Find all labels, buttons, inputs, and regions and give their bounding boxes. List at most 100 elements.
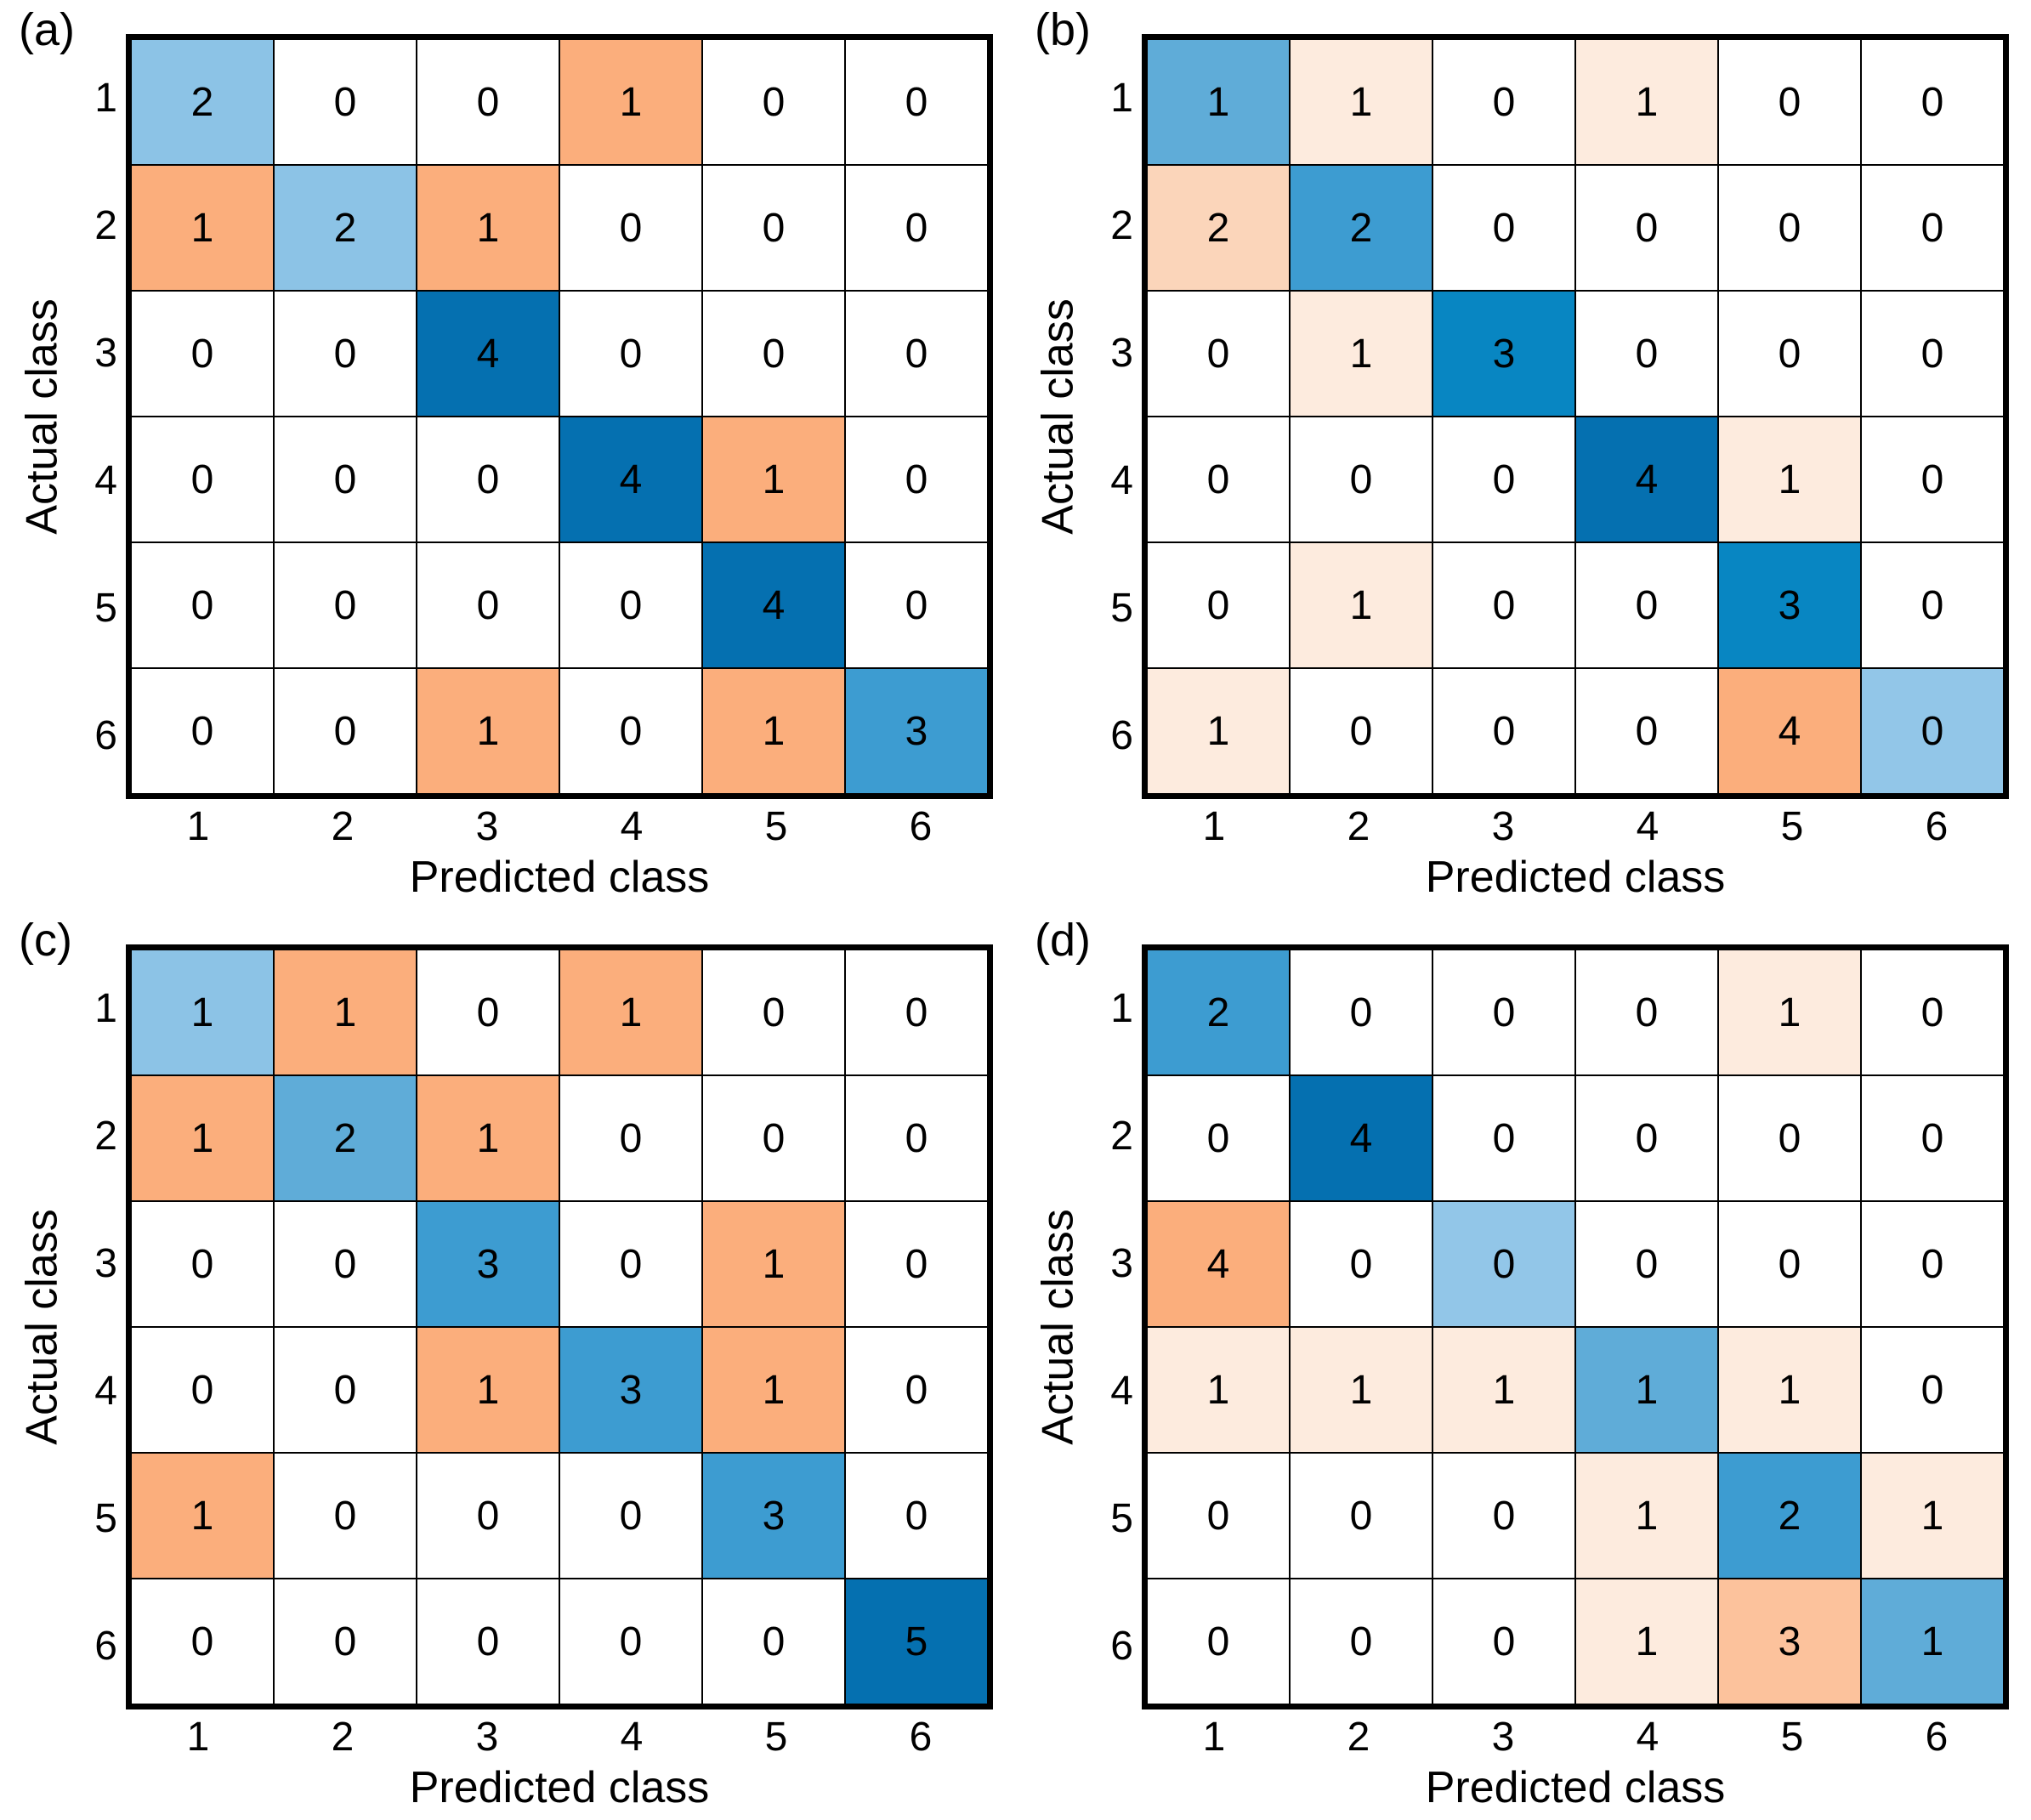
matrix-cell-r2c1: 1 (131, 1075, 274, 1201)
matrix-cell-r5c6: 0 (1861, 542, 2004, 668)
y-tick-label: 6 (1110, 712, 1133, 758)
matrix-cell-r5c6: 0 (845, 1453, 988, 1579)
matrix-cell-r3c4: 0 (559, 291, 702, 417)
panel-b-label: (b) (1035, 4, 1091, 55)
matrix-cell-r1c4: 1 (559, 950, 702, 1075)
panel-d-label: (d) (1035, 915, 1091, 966)
matrix-cell-r1c1: 2 (131, 39, 274, 165)
matrix-cell-r1c4: 0 (1575, 950, 1718, 1075)
matrix-cell-r5c1: 0 (1147, 1453, 1290, 1579)
matrix-cell-r5c1: 0 (1147, 542, 1290, 668)
matrix-cell-r4c6: 0 (845, 1327, 988, 1453)
matrix-cell-r6c1: 0 (131, 1579, 274, 1704)
matrix-cell-r2c3: 1 (417, 1075, 559, 1201)
x-tick-label: 4 (620, 1714, 644, 1760)
matrix-cell-r2c5: 0 (702, 1075, 845, 1201)
matrix-cell-r3c5: 0 (1718, 291, 1861, 417)
matrix-cell-r2c6: 0 (1861, 1075, 2004, 1201)
matrix-cell-r1c5: 1 (1718, 950, 1861, 1075)
matrix-cell-r1c3: 0 (1432, 950, 1575, 1075)
matrix-cell-r1c5: 0 (1718, 39, 1861, 165)
matrix-cell-r6c1: 0 (131, 668, 274, 794)
matrix-cell-r4c5: 1 (1718, 1327, 1861, 1453)
y-tick-label: 1 (1110, 75, 1133, 121)
matrix-cell-r1c6: 0 (845, 950, 988, 1075)
x-tick-label: 2 (1347, 803, 1370, 849)
matrix-cell-r4c1: 1 (1147, 1327, 1290, 1453)
matrix-cell-r5c3: 0 (417, 1453, 559, 1579)
x-tick-label: 4 (620, 803, 644, 849)
matrix-cell-r6c3: 0 (417, 1579, 559, 1704)
matrix-cell-r1c4: 1 (1575, 39, 1718, 165)
matrix-cell-r6c2: 0 (274, 1579, 417, 1704)
matrix-cell-r4c6: 0 (1861, 417, 2004, 542)
y-axis-title-text: Actual class (1034, 298, 1084, 535)
matrix-cell-r3c6: 0 (845, 1201, 988, 1327)
panel-d-x-tick-labels: 1 2 3 4 5 6 (1142, 1713, 2009, 1760)
matrix-cell-r5c4: 0 (559, 542, 702, 668)
matrix-cell-r4c2: 0 (274, 417, 417, 542)
matrix-cell-r3c4: 0 (559, 1201, 702, 1327)
panel-b-x-axis-title: Predicted class (1425, 853, 1726, 902)
matrix-cell-r2c4: 0 (559, 1075, 702, 1201)
matrix-cell-r6c6: 3 (845, 668, 988, 794)
matrix-cell-r1c6: 0 (1861, 950, 2004, 1075)
matrix-cell-r6c6: 5 (845, 1579, 988, 1704)
matrix-cell-r6c5: 4 (1718, 668, 1861, 794)
y-tick-label: 1 (94, 985, 117, 1031)
matrix-cell-r4c2: 0 (274, 1327, 417, 1453)
matrix-cell-r2c6: 0 (845, 165, 988, 291)
x-tick-label: 1 (186, 1714, 210, 1760)
panel-a-y-tick-labels: 1 2 3 4 5 6 (71, 34, 117, 799)
y-tick-label: 5 (1110, 1495, 1133, 1541)
y-tick-label: 3 (94, 330, 117, 376)
panel-a-x-tick-labels: 1 2 3 4 5 6 (126, 802, 993, 850)
x-tick-label: 5 (1780, 803, 1804, 849)
matrix-cell-r2c4: 0 (1575, 1075, 1718, 1201)
y-tick-label: 6 (94, 1623, 117, 1669)
matrix-cell-r1c1: 1 (1147, 39, 1290, 165)
y-tick-label: 6 (1110, 1623, 1133, 1669)
matrix-cell-r6c3: 0 (1432, 1579, 1575, 1704)
matrix-cell-r5c2: 1 (1290, 542, 1432, 668)
matrix-cell-r1c3: 0 (417, 39, 559, 165)
panel-b-x-tick-labels: 1 2 3 4 5 6 (1142, 802, 2009, 850)
matrix-cell-r1c5: 0 (702, 39, 845, 165)
matrix-cell-r3c5: 0 (1718, 1201, 1861, 1327)
matrix-cell-r2c5: 0 (702, 165, 845, 291)
matrix-cell-r4c4: 1 (1575, 1327, 1718, 1453)
matrix-cell-r4c2: 0 (1290, 417, 1432, 542)
x-tick-label: 2 (331, 803, 355, 849)
matrix-cell-r5c3: 0 (1432, 1453, 1575, 1579)
matrix-cell-r4c5: 1 (702, 417, 845, 542)
matrix-cell-r4c4: 3 (559, 1327, 702, 1453)
y-tick-label: 2 (1110, 202, 1133, 248)
matrix-cell-r1c2: 0 (1290, 950, 1432, 1075)
panel-a-label: (a) (19, 4, 75, 55)
x-tick-label: 1 (1202, 803, 1226, 849)
x-tick-label: 3 (1491, 803, 1515, 849)
matrix-cell-r2c5: 0 (1718, 1075, 1861, 1201)
matrix-cell-r2c3: 0 (1432, 1075, 1575, 1201)
matrix-cell-r5c3: 0 (1432, 542, 1575, 668)
matrix-cell-r1c1: 1 (131, 950, 274, 1075)
matrix-cell-r3c6: 0 (845, 291, 988, 417)
x-tick-label: 6 (909, 803, 933, 849)
matrix-cell-r2c2: 2 (274, 1075, 417, 1201)
x-tick-label: 3 (475, 803, 499, 849)
matrix-cell-r6c5: 1 (702, 668, 845, 794)
matrix-cell-r3c6: 0 (1861, 291, 2004, 417)
matrix-cell-r4c4: 4 (559, 417, 702, 542)
matrix-cell-r6c4: 0 (559, 1579, 702, 1704)
matrix-cell-r3c4: 0 (1575, 291, 1718, 417)
matrix-cell-r2c2: 2 (1290, 165, 1432, 291)
matrix-cell-r1c2: 0 (274, 39, 417, 165)
matrix-cell-r4c1: 0 (131, 417, 274, 542)
